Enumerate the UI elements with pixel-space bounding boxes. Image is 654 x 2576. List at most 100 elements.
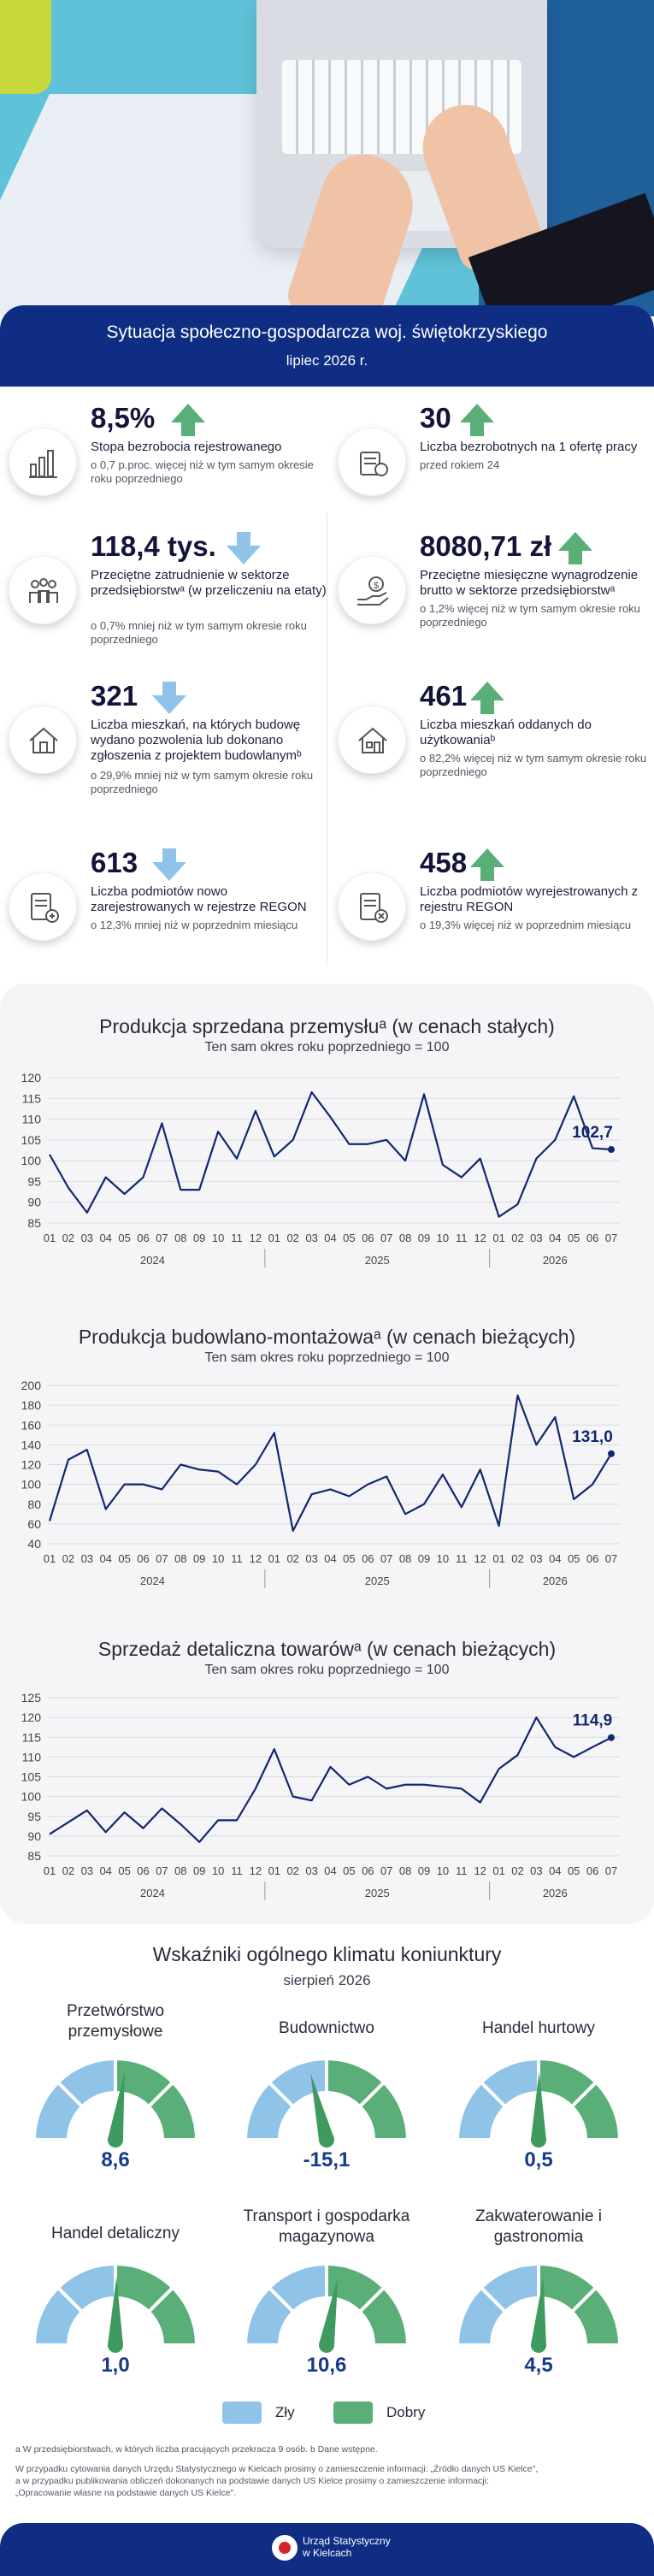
indicator-sub: o 19,3% więcej niż w poprzednim miesiącu (420, 919, 632, 931)
chart-subtitle: Ten sam okres roku poprzedniego = 100 (204, 1350, 450, 1365)
job-offer-icon (338, 428, 406, 496)
x-tick-label: 02 (62, 1864, 74, 1877)
gauge-good-segment (357, 2284, 410, 2347)
x-tick-label: 12 (250, 1232, 262, 1244)
gauge-label: Handel hurtowy (481, 2019, 596, 2037)
x-tick-label: 11 (456, 1552, 468, 1565)
x-tick-label: 11 (231, 1552, 243, 1565)
indicator-value: 458 (420, 847, 468, 878)
y-tick-label: 120 (21, 1458, 42, 1472)
series-line (49, 1090, 612, 1218)
x-tick-label: 08 (174, 1232, 186, 1244)
x-tick-label: 08 (174, 1552, 186, 1565)
x-tick-label: 05 (118, 1864, 130, 1877)
legend-swatch-good (333, 2402, 373, 2424)
indicator-label: Przeciętne miesięczne wynagrodzenie brut… (420, 568, 639, 598)
last-point (608, 1450, 615, 1457)
last-value-label: 114,9 (573, 1712, 613, 1730)
climate-title: Wskaźniki ogólnego klimatu koniunktury (152, 1943, 502, 1965)
x-tick-label: 04 (99, 1552, 111, 1565)
y-tick-label: 100 (21, 1478, 42, 1492)
y-tick-label: 90 (27, 1829, 41, 1843)
x-tick-label: 09 (418, 1232, 430, 1244)
legend-swatch-bad (222, 2402, 262, 2424)
x-tick-label: 10 (437, 1552, 449, 1565)
y-tick-label: 95 (27, 1174, 41, 1188)
x-tick-label: 02 (511, 1552, 523, 1565)
x-tick-label: 09 (418, 1864, 430, 1877)
x-tick-label: 04 (324, 1232, 336, 1244)
year-label: 2024 (140, 1254, 165, 1267)
x-tick-label: 06 (362, 1864, 374, 1877)
x-tick-label: 01 (268, 1864, 280, 1877)
x-tick-label: 06 (362, 1232, 374, 1244)
y-tick-label: 115 (22, 1091, 42, 1105)
x-tick-label: 10 (437, 1232, 449, 1244)
x-tick-label: 09 (193, 1232, 205, 1244)
x-tick-label: 04 (549, 1552, 561, 1565)
register-remove-icon (338, 872, 406, 941)
x-tick-label: 03 (305, 1232, 317, 1244)
footer: Urząd Statystyczny w Kielcach (0, 2523, 654, 2576)
indicator-sub: o 0,7% mniej niż w tym samym okresie rok… (91, 619, 307, 646)
citation-note: a w przypadku publikowania obliczeń doko… (15, 2476, 489, 2486)
construction-production-chart: 40 60 80 100 120 140 160 180 200 01 02 03 04 05 06 07 08… (21, 1379, 620, 1588)
legend-label-good: Dobry (386, 2404, 426, 2420)
arrow-down-icon (152, 682, 186, 714)
bar-chart-icon (9, 428, 77, 496)
gauge-needle (108, 2277, 123, 2346)
x-tick-label: 05 (568, 1552, 580, 1565)
y-tick-label: 100 (21, 1154, 42, 1167)
x-tick-label: 07 (380, 1552, 392, 1565)
x-tick-label: 12 (474, 1552, 486, 1565)
last-point (608, 1734, 615, 1741)
house-icon (338, 706, 406, 774)
indicator-label: Liczba bezrobotnych na 1 ofertę pracy (420, 440, 638, 454)
year-label: 2026 (543, 1254, 568, 1267)
x-tick-label: 10 (212, 1232, 224, 1244)
x-tick-label: 07 (605, 1864, 617, 1877)
x-tick-label: 03 (530, 1552, 542, 1565)
y-tick-label: 60 (27, 1517, 41, 1531)
legend-label-bad: Zły (275, 2404, 295, 2420)
x-tick-label: 07 (605, 1232, 617, 1244)
x-tick-label: 11 (231, 1864, 243, 1877)
year-label: 2025 (365, 1254, 390, 1267)
gauge-value: 0,5 (524, 2148, 553, 2171)
x-tick-label: 05 (343, 1864, 355, 1877)
people-icon (9, 556, 77, 624)
gauge-dial (455, 2056, 622, 2148)
x-tick-label: 08 (174, 1864, 186, 1877)
gauge-value: 10,6 (306, 2354, 347, 2377)
x-tick-label: 05 (568, 1864, 580, 1877)
x-tick-label: 04 (324, 1552, 336, 1565)
indicator-sub: przed rokiem 24 (420, 458, 500, 471)
x-tick-label: 07 (380, 1864, 392, 1877)
y-tick-label: 160 (21, 1418, 42, 1432)
y-tick-label: 105 (21, 1133, 42, 1147)
citation-note: W przypadku cytowania danych Urzędu Stat… (15, 2464, 539, 2474)
gauge-label: Przetwórstwo przemysłowe (66, 2002, 165, 2041)
salary-icon: $ (338, 556, 406, 624)
hero-photo (0, 0, 654, 316)
indicator-sub: o 0,7 p.proc. więcej niż w tym samym okr… (91, 458, 314, 485)
last-value-label: 102,7 (572, 1124, 613, 1142)
y-tick-label: 120 (21, 1071, 42, 1084)
last-point (608, 1146, 615, 1154)
x-tick-label: 07 (605, 1552, 617, 1565)
x-tick-label: 08 (399, 1864, 411, 1877)
y-tick-label: 105 (21, 1770, 42, 1784)
gauge-value: 4,5 (524, 2354, 553, 2377)
x-tick-label: 10 (212, 1864, 224, 1877)
gauge-hub (108, 2132, 123, 2148)
series-line (48, 1394, 612, 1533)
x-tick-label: 01 (44, 1552, 56, 1565)
indicator-sub: o 1,2% więcej niż w tym samym okresie ro… (420, 602, 640, 629)
gauge-hub (108, 2337, 123, 2353)
x-tick-label: 04 (549, 1864, 561, 1877)
page-date: lipiec 2026 r. (286, 352, 368, 369)
gauge-hub (531, 2132, 546, 2148)
x-tick-label: 07 (156, 1552, 168, 1565)
